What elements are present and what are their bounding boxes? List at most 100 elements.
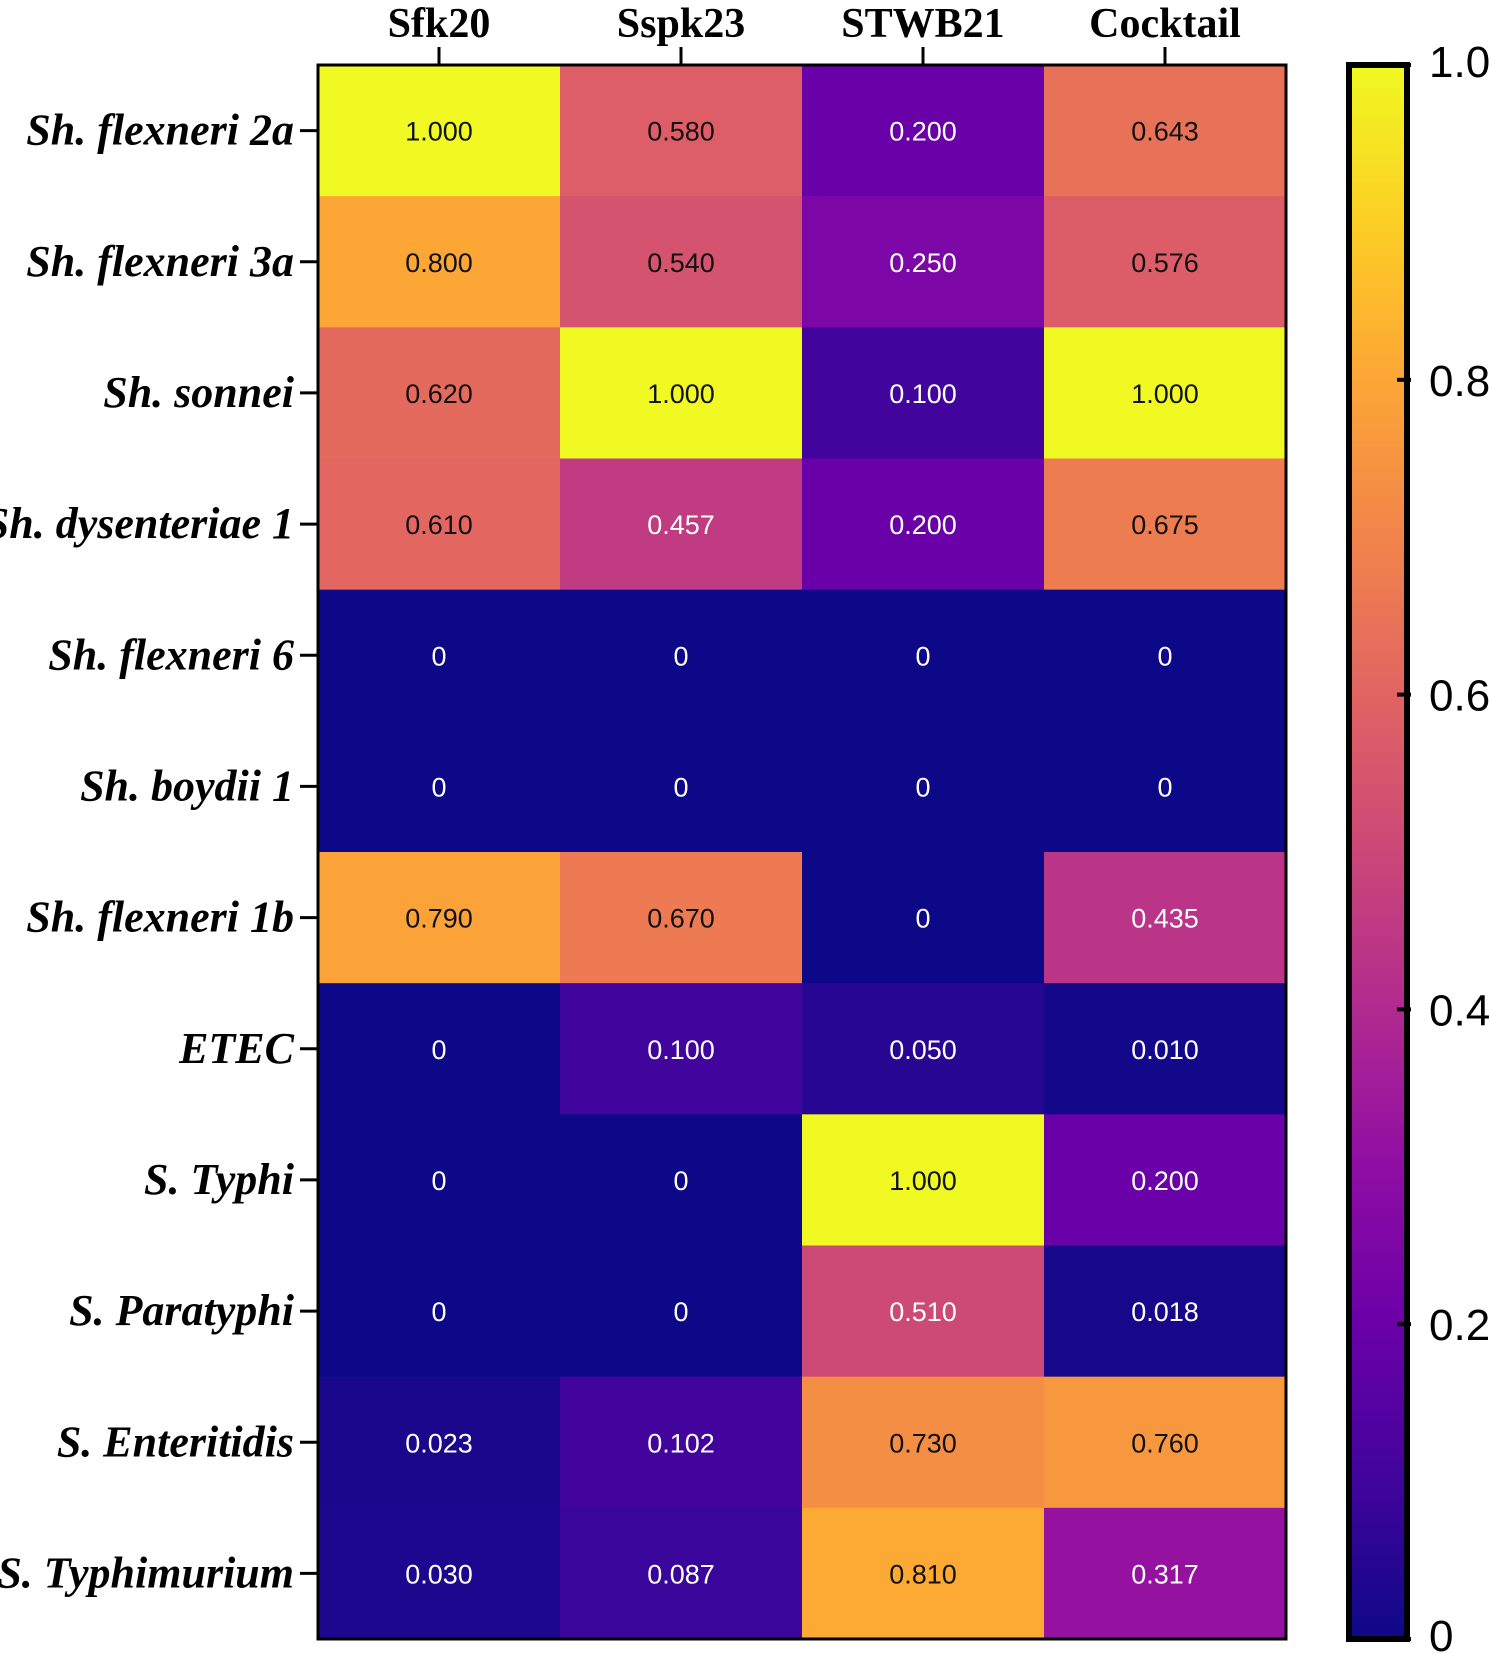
heatmap-cell xyxy=(560,1376,803,1509)
row-label: Sh. boydii 1 xyxy=(80,761,294,810)
heatmap-cell xyxy=(560,589,803,722)
heatmap-cell xyxy=(802,1114,1045,1246)
cell-value-label: 0.810 xyxy=(889,1559,957,1589)
cell-value-label: 0.670 xyxy=(647,904,715,934)
heatmap-cell xyxy=(802,196,1045,328)
cell-value-label: 0.790 xyxy=(405,904,473,934)
cell-value-label: 0.510 xyxy=(889,1297,957,1327)
heatmap-cell xyxy=(802,65,1045,197)
cell-value-label: 0.100 xyxy=(889,379,957,409)
heatmap-cell xyxy=(318,65,561,197)
heatmap-cell xyxy=(560,196,803,328)
cell-value-label: 0.250 xyxy=(889,248,957,278)
heatmap-cell xyxy=(802,1376,1045,1509)
cell-value-label: 0.457 xyxy=(647,510,715,540)
row-label: Sh. flexneri 6 xyxy=(48,630,294,679)
column-label: Sfk20 xyxy=(388,1,491,47)
heatmap-cell xyxy=(1044,65,1287,197)
cell-value-label: 0.050 xyxy=(889,1035,957,1065)
cell-value-label: 0.087 xyxy=(647,1559,715,1589)
heatmap-cell xyxy=(318,589,561,722)
row-label: S. Typhimurium xyxy=(0,1548,294,1597)
colorbar-tick-label: 1.0 xyxy=(1429,38,1489,87)
row-label: S. Paratyphi xyxy=(69,1286,295,1335)
heatmap-cell xyxy=(1044,1245,1287,1378)
heatmap-cell xyxy=(1044,1376,1287,1509)
heatmap-cell xyxy=(802,1245,1045,1378)
cell-value-label: 0 xyxy=(915,641,930,671)
heatmap-cell xyxy=(802,720,1045,853)
cell-value-label: 0 xyxy=(1157,641,1172,671)
cell-value-label: 0.730 xyxy=(889,1428,957,1458)
cell-value-label: 0.643 xyxy=(1131,117,1199,147)
cell-value-label: 0.102 xyxy=(647,1428,715,1458)
colorbar: 0 0.2 0.4 0.6 0.8 1.0 xyxy=(1346,38,1489,1656)
column-label: Cocktail xyxy=(1089,1,1241,47)
cell-value-label: 0 xyxy=(673,1297,688,1327)
heatmap-cells: 1.000 0.580 0.200 0.643 0.800 0.540 0.250 0.576… xyxy=(316,63,1288,1641)
heatmap-cell xyxy=(318,1114,561,1246)
row-label: ETEC xyxy=(178,1024,295,1073)
cell-value-label: 0 xyxy=(431,641,446,671)
heatmap-cell xyxy=(802,589,1045,722)
heatmap-cell xyxy=(560,983,803,1115)
heatmap-cell xyxy=(802,327,1045,459)
row-label: S. Enteritidis xyxy=(57,1417,294,1466)
cell-value-label: 0.018 xyxy=(1131,1297,1199,1327)
heatmap-cell xyxy=(318,1507,561,1640)
heatmap-cell xyxy=(318,852,561,984)
cell-value-label: 0.200 xyxy=(1131,1166,1199,1196)
heatmap-cell xyxy=(802,1507,1045,1640)
heatmap-cell xyxy=(560,327,803,459)
heatmap-cell xyxy=(560,65,803,197)
cell-value-label: 1.000 xyxy=(647,379,715,409)
heatmap-cell xyxy=(560,1245,803,1378)
heatmap-cell xyxy=(1044,1507,1287,1640)
cell-value-label: 0.030 xyxy=(405,1559,473,1589)
colorbar-tick-label: 0.4 xyxy=(1429,986,1489,1035)
heatmap-cell xyxy=(802,458,1045,591)
cell-value-label: 0 xyxy=(1157,772,1172,802)
heatmap-cell xyxy=(1044,327,1287,459)
cell-value-label: 0.435 xyxy=(1131,904,1199,934)
cell-value-label: 0.023 xyxy=(405,1428,473,1458)
cell-value-label: 0.010 xyxy=(1131,1035,1199,1065)
heatmap-cell xyxy=(318,983,561,1115)
cell-value-label: 0.580 xyxy=(647,117,715,147)
heatmap-cell xyxy=(1044,852,1287,984)
heatmap-cell xyxy=(560,720,803,853)
row-label: Sh. flexneri 1b xyxy=(26,893,294,942)
heatmap-cell xyxy=(318,720,561,853)
cell-value-label: 0.576 xyxy=(1131,248,1199,278)
cell-value-label: 0 xyxy=(915,904,930,934)
heatmap-cell xyxy=(1044,458,1287,591)
cell-value-label: 0 xyxy=(431,1035,446,1065)
colorbar-tick-label: 0 xyxy=(1429,1612,1453,1656)
cell-value-label: 1.000 xyxy=(889,1166,957,1196)
cell-value-label: 0 xyxy=(431,1166,446,1196)
column-label: Sspk23 xyxy=(617,1,745,47)
heatmap-cell xyxy=(318,196,561,328)
cell-value-label: 0.200 xyxy=(889,510,957,540)
cell-value-label: 0 xyxy=(673,641,688,671)
heatmap-border xyxy=(316,63,1288,1641)
row-label: S. Typhi xyxy=(144,1155,295,1204)
heatmap-cell xyxy=(1044,720,1287,853)
row-label: Sh. flexneri 3a xyxy=(26,237,294,286)
heatmap-cell xyxy=(318,458,561,591)
heatmap-cell xyxy=(802,852,1045,984)
colorbar-tick-label: 0.6 xyxy=(1429,672,1489,721)
column-label: STWB21 xyxy=(841,1,1004,47)
row-label: Sh. flexneri 2a xyxy=(26,106,294,155)
heatmap-cell xyxy=(1044,983,1287,1115)
heatmap-cell xyxy=(1044,1114,1287,1246)
heatmap-cell xyxy=(560,852,803,984)
heatmap-cell xyxy=(318,1376,561,1509)
heatmap-cell xyxy=(560,458,803,591)
heatmap-cell xyxy=(1044,196,1287,328)
cell-value-label: 1.000 xyxy=(1131,379,1199,409)
cell-value-label: 0 xyxy=(431,1297,446,1327)
cell-value-label: 0.200 xyxy=(889,117,957,147)
cell-value-label: 0.620 xyxy=(405,379,473,409)
